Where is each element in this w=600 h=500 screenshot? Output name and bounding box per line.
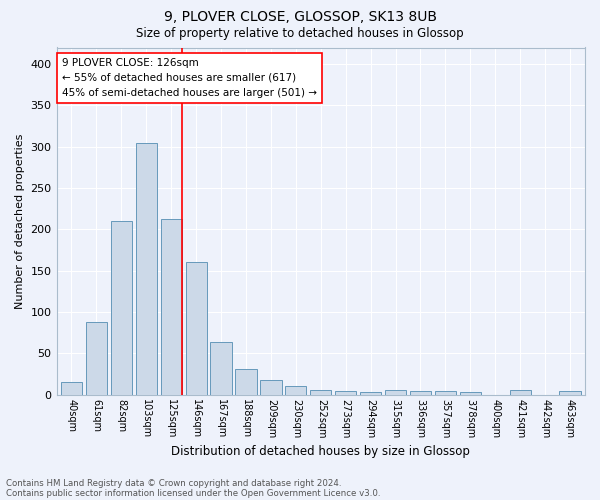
Text: Size of property relative to detached houses in Glossop: Size of property relative to detached ho… — [136, 28, 464, 40]
Bar — [86, 322, 107, 394]
Bar — [435, 392, 456, 394]
Bar — [185, 262, 207, 394]
Bar — [260, 380, 281, 394]
Bar — [111, 221, 132, 394]
Bar — [360, 392, 381, 394]
Bar — [310, 390, 331, 394]
Bar — [335, 392, 356, 394]
Bar — [559, 392, 581, 394]
Bar — [385, 390, 406, 394]
Y-axis label: Number of detached properties: Number of detached properties — [15, 134, 25, 308]
Text: 9 PLOVER CLOSE: 126sqm
← 55% of detached houses are smaller (617)
45% of semi-de: 9 PLOVER CLOSE: 126sqm ← 55% of detached… — [62, 58, 317, 98]
Text: 9, PLOVER CLOSE, GLOSSOP, SK13 8UB: 9, PLOVER CLOSE, GLOSSOP, SK13 8UB — [163, 10, 437, 24]
Text: Contains public sector information licensed under the Open Government Licence v3: Contains public sector information licen… — [6, 488, 380, 498]
Bar — [410, 392, 431, 394]
X-axis label: Distribution of detached houses by size in Glossop: Distribution of detached houses by size … — [172, 444, 470, 458]
Bar — [61, 382, 82, 394]
Bar — [136, 142, 157, 394]
Text: Contains HM Land Registry data © Crown copyright and database right 2024.: Contains HM Land Registry data © Crown c… — [6, 478, 341, 488]
Bar — [211, 342, 232, 394]
Bar — [460, 392, 481, 394]
Bar — [161, 218, 182, 394]
Bar — [509, 390, 531, 394]
Bar — [235, 369, 257, 394]
Bar — [285, 386, 307, 394]
